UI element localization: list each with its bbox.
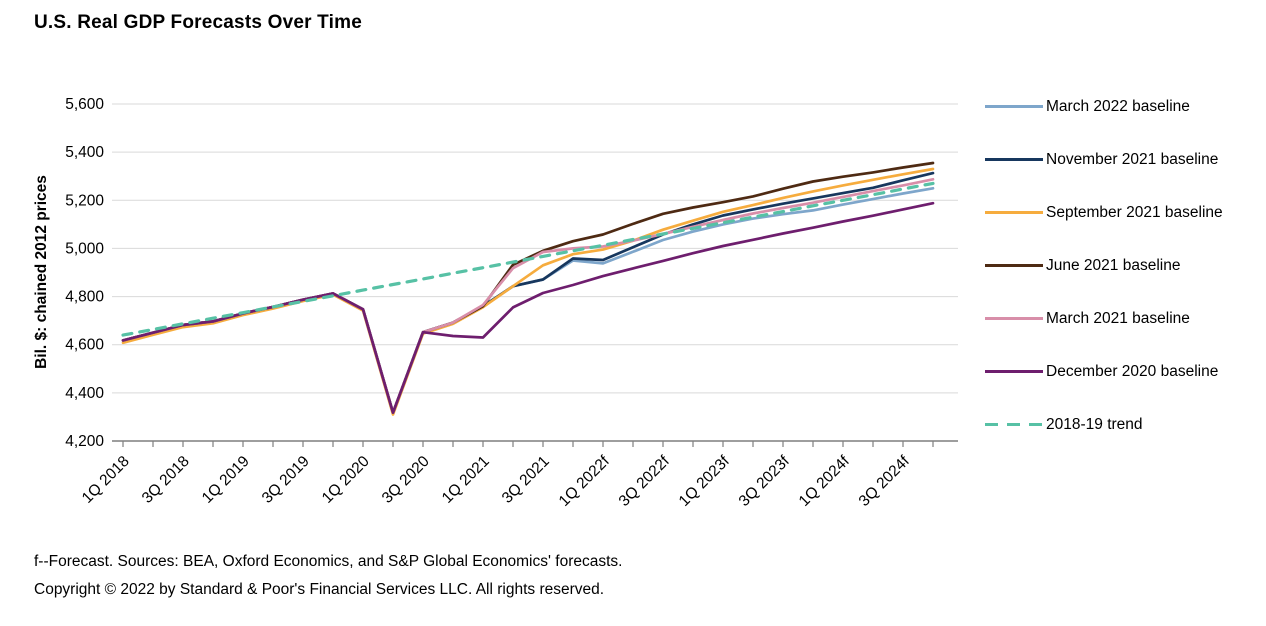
copyright-note: Copyright © 2022 by Standard & Poor's Fi… (34, 581, 605, 598)
legend-swatch-december-2020-baseline (985, 370, 1043, 374)
source-note: f--Forecast. Sources: BEA, Oxford Econom… (34, 553, 623, 570)
series-line-2018-19-trend (121, 181, 935, 337)
legend-item-june-2021-baseline: June 2021 baseline (985, 255, 1180, 276)
x-axis-tick-label: 1Q 2023f (676, 452, 734, 510)
y-axis-tick-label: 5,000 (65, 240, 104, 257)
series-line-september-2021-baseline (121, 167, 935, 416)
x-axis-tick-label: 1Q 2019 (199, 453, 253, 507)
legend-label-june-2021-baseline: June 2021 baseline (1046, 257, 1181, 274)
legend-item-november-2021-baseline: November 2021 baseline (985, 149, 1218, 170)
x-axis-tick-label: 3Q 2020 (379, 453, 433, 507)
x-axis-tick-label: 1Q 2024f (796, 452, 854, 510)
x-axis-tick-label: 3Q 2022f (616, 452, 674, 510)
legend-swatch-september-2021-baseline (985, 211, 1043, 215)
legend-label-december-2020-baseline: December 2020 baseline (1046, 363, 1219, 380)
legend-swatch-2018-19-trend (985, 423, 1043, 427)
x-axis-tick-label: 3Q 2024f (856, 452, 914, 510)
x-axis-tick-label: 3Q 2019 (259, 453, 313, 507)
legend-item-2018-19-trend: 2018-19 trend (985, 414, 1143, 435)
x-axis-tick-label: 3Q 2023f (736, 452, 794, 510)
legend-label-2018-19-trend: 2018-19 trend (1046, 416, 1143, 433)
legend-swatch-march-2021-baseline (985, 317, 1043, 321)
chart-footnote: f--Forecast. Sources: BEA, Oxford Econom… (34, 548, 622, 604)
y-axis-tick-label: 5,400 (65, 144, 104, 161)
legend-label-march-2021-baseline: March 2021 baseline (1046, 310, 1190, 327)
legend-label-september-2021-baseline: September 2021 baseline (1046, 204, 1223, 221)
legend-label-march-2022-baseline: March 2022 baseline (1046, 98, 1190, 115)
y-axis-tick-label: 4,200 (65, 433, 104, 450)
legend-item-september-2021-baseline: September 2021 baseline (985, 202, 1223, 223)
x-axis-tick-label: 1Q 2020 (319, 453, 373, 507)
chart-legend: March 2022 baseline November 2021 baselin… (985, 0, 1250, 500)
y-axis-tick-label: 5,600 (65, 96, 104, 113)
legend-label-november-2021-baseline: November 2021 baseline (1046, 151, 1219, 168)
x-axis-tick-label: 3Q 2021 (499, 453, 553, 507)
legend-swatch-november-2021-baseline (985, 158, 1043, 162)
y-axis-tick-label: 4,400 (65, 385, 104, 402)
y-axis-tick-label: 4,800 (65, 289, 104, 306)
x-axis-tick-label: 1Q 2018 (79, 453, 133, 507)
y-axis-title: Bil. $: chained 2012 prices (33, 175, 50, 369)
legend-item-march-2022-baseline: March 2022 baseline (985, 96, 1190, 117)
series-line-march-2021-baseline (121, 177, 935, 414)
y-axis-tick-label: 4,600 (65, 337, 104, 354)
x-axis-tick-label: 3Q 2018 (139, 453, 193, 507)
y-axis-tick-label: 5,200 (65, 192, 104, 209)
legend-swatch-june-2021-baseline (985, 264, 1043, 268)
x-axis-tick-label: 1Q 2022f (556, 452, 614, 510)
legend-item-december-2020-baseline: December 2020 baseline (985, 361, 1218, 382)
chart-title: U.S. Real GDP Forecasts Over Time (34, 12, 362, 33)
gdp-line-chart: 4,200 4,400 4,600 4,800 5,000 5,200 5,400 5,600… (33, 96, 958, 510)
series-line-november-2021-baseline (121, 171, 935, 414)
x-axis-tick-label: 1Q 2021 (439, 453, 493, 507)
series-line-december-2020-baseline (121, 201, 935, 414)
legend-swatch-march-2022-baseline (985, 105, 1043, 109)
legend-item-march-2021-baseline: March 2021 baseline (985, 308, 1190, 329)
